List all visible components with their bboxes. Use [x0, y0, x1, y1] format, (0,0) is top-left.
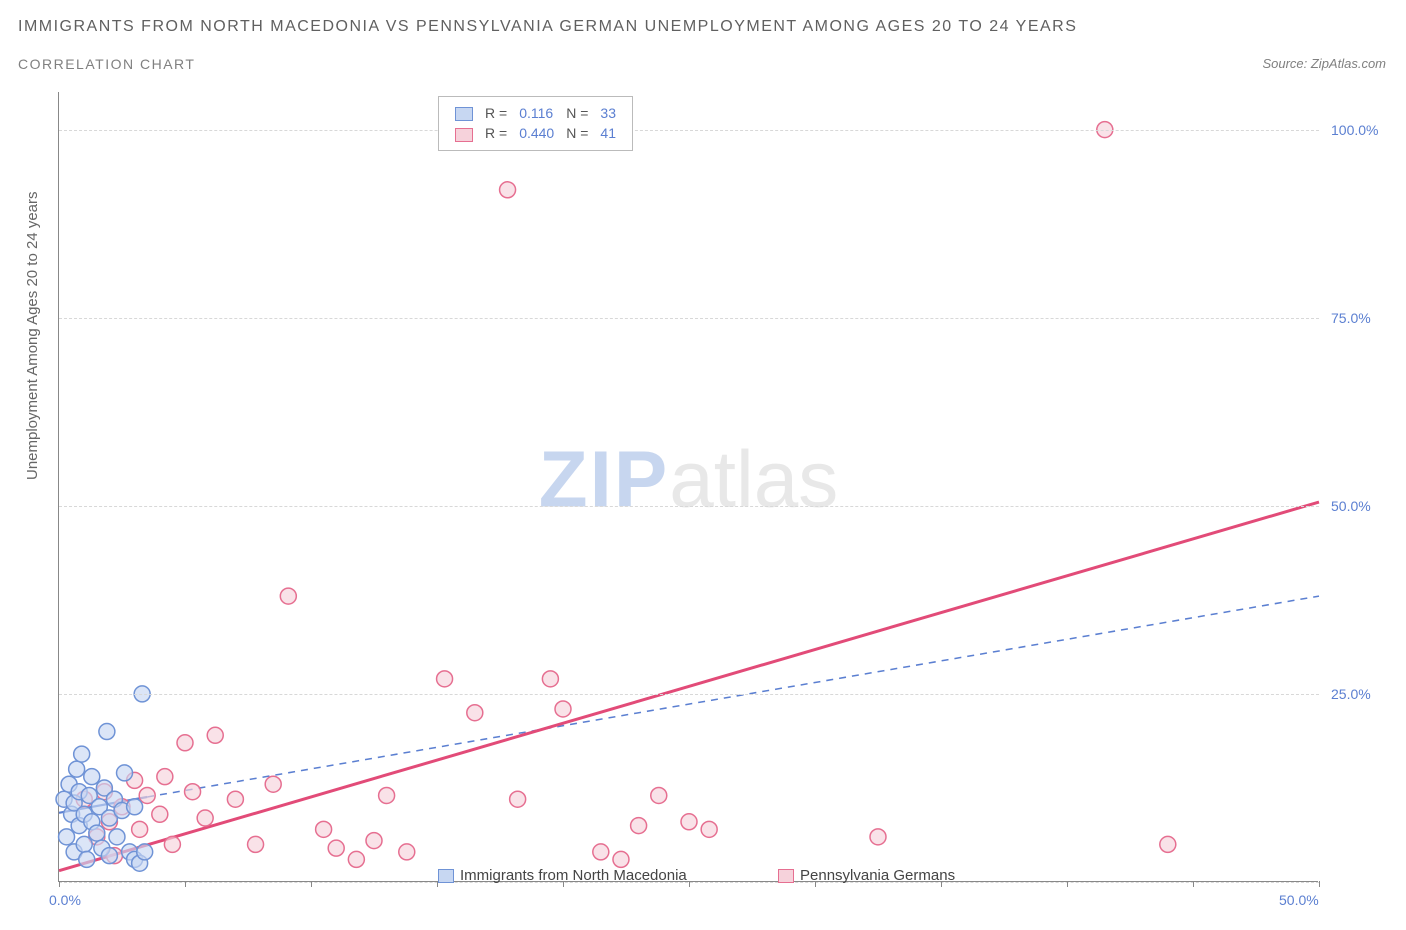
x-tick — [185, 881, 186, 887]
data-point — [157, 769, 173, 785]
data-point — [164, 836, 180, 852]
data-point — [1160, 836, 1176, 852]
data-point — [467, 705, 483, 721]
legend-r-value: 0.116 — [513, 103, 560, 123]
data-point — [117, 765, 133, 781]
data-point — [79, 851, 95, 867]
x-tick — [59, 881, 60, 887]
y-tick-label: 25.0% — [1331, 686, 1371, 702]
y-tick-label: 50.0% — [1331, 498, 1371, 514]
correlation-legend-row: R =0.440N =41 — [449, 123, 622, 143]
data-point — [59, 829, 75, 845]
data-point — [542, 671, 558, 687]
trend-line — [147, 596, 1319, 797]
data-point — [316, 821, 332, 837]
data-point — [593, 844, 609, 860]
x-tick — [311, 881, 312, 887]
legend-swatch-1 — [778, 869, 794, 883]
correlation-legend-table: R =0.116N =33R =0.440N =41 — [449, 103, 622, 144]
data-point — [681, 814, 697, 830]
legend-r-label: R = — [479, 103, 513, 123]
data-point — [76, 836, 92, 852]
legend-swatch-0 — [438, 869, 454, 883]
data-point — [510, 791, 526, 807]
data-point — [870, 829, 886, 845]
x-tick — [1067, 881, 1068, 887]
data-point — [280, 588, 296, 604]
gridline — [59, 694, 1319, 695]
data-point — [177, 735, 193, 751]
data-point — [127, 799, 143, 815]
y-tick-label: 75.0% — [1331, 310, 1371, 326]
data-point — [265, 776, 281, 792]
chart-subtitle: CORRELATION CHART — [18, 56, 195, 72]
data-point — [613, 851, 629, 867]
data-point — [84, 769, 100, 785]
legend-item-series-0: Immigrants from North Macedonia — [438, 867, 687, 884]
x-tick-label: 0.0% — [49, 892, 81, 908]
legend-swatch — [455, 107, 473, 121]
legend-r-value: 0.440 — [513, 123, 560, 143]
data-point — [139, 787, 155, 803]
data-point — [185, 784, 201, 800]
chart-area: ZIPatlas 25.0%50.0%75.0%100.0%0.0%50.0% … — [58, 92, 1378, 882]
data-point — [99, 724, 115, 740]
plot-region: ZIPatlas 25.0%50.0%75.0%100.0%0.0%50.0% — [58, 92, 1318, 882]
data-point — [248, 836, 264, 852]
data-point — [207, 727, 223, 743]
data-point — [328, 840, 344, 856]
correlation-legend: R =0.116N =33R =0.440N =41 — [438, 96, 633, 151]
data-point — [631, 818, 647, 834]
data-point — [399, 844, 415, 860]
chart-title: IMMIGRANTS FROM NORTH MACEDONIA VS PENNS… — [18, 18, 1077, 36]
data-point — [89, 825, 105, 841]
gridline — [59, 130, 1319, 131]
source-attribution: Source: ZipAtlas.com — [1262, 56, 1386, 71]
data-point — [132, 821, 148, 837]
y-tick-label: 100.0% — [1331, 122, 1378, 138]
data-point — [152, 806, 168, 822]
data-point — [379, 787, 395, 803]
data-point — [101, 848, 117, 864]
data-point — [701, 821, 717, 837]
data-point — [74, 746, 90, 762]
legend-label-1: Pennsylvania Germans — [800, 867, 955, 884]
data-point — [227, 791, 243, 807]
legend-swatch — [455, 128, 473, 142]
data-point — [109, 829, 125, 845]
x-tick — [1193, 881, 1194, 887]
correlation-legend-row: R =0.116N =33 — [449, 103, 622, 123]
data-point — [197, 810, 213, 826]
legend-label-0: Immigrants from North Macedonia — [460, 867, 687, 884]
data-point — [348, 851, 364, 867]
plot-svg — [59, 92, 1319, 882]
data-point — [69, 761, 85, 777]
legend-n-value: 33 — [594, 103, 622, 123]
legend-n-label: N = — [560, 103, 594, 123]
data-point — [137, 844, 153, 860]
x-tick — [689, 881, 690, 887]
data-point — [437, 671, 453, 687]
data-point — [500, 182, 516, 198]
legend-n-value: 41 — [594, 123, 622, 143]
legend-item-series-1: Pennsylvania Germans — [778, 867, 955, 884]
gridline — [59, 318, 1319, 319]
y-axis-label: Unemployment Among Ages 20 to 24 years — [24, 191, 41, 480]
legend-r-label: R = — [479, 123, 513, 143]
x-tick-label: 50.0% — [1279, 892, 1319, 908]
gridline — [59, 506, 1319, 507]
data-point — [651, 787, 667, 803]
data-point — [555, 701, 571, 717]
x-tick — [1319, 881, 1320, 887]
data-point — [366, 833, 382, 849]
legend-n-label: N = — [560, 123, 594, 143]
